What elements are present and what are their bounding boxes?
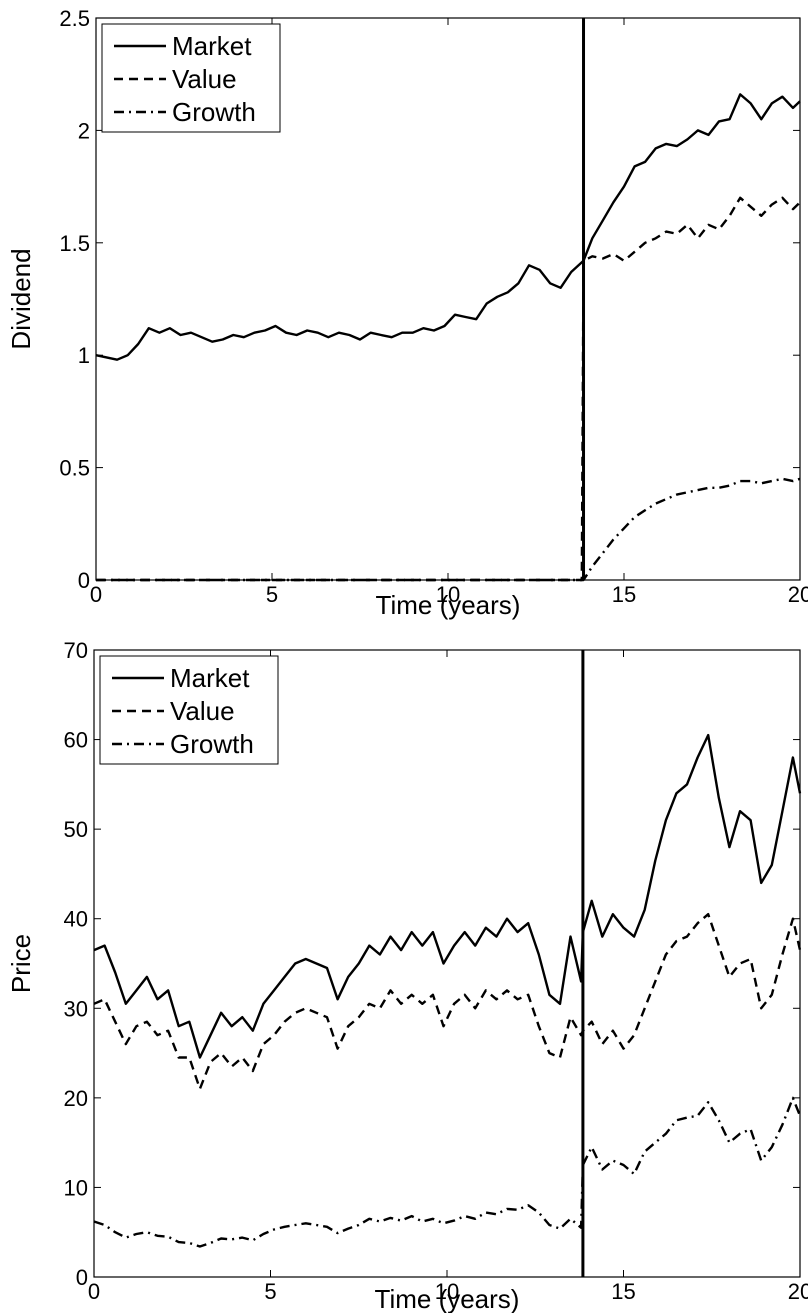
legend-label-growth: Growth [172, 97, 256, 127]
x-tick-label: 20 [788, 582, 808, 607]
x-axis-label: Time (years) [375, 1284, 520, 1313]
legend-label-growth: Growth [170, 729, 254, 759]
dividend-chart: 0 5 10 15 20 0 0.5 1 1.5 2 2.5 Time (years) Dividend… [6, 6, 808, 620]
y-tick-label: 2 [78, 118, 90, 143]
y-tick-label: 2.5 [59, 6, 90, 31]
series-line-market [93, 733, 802, 1059]
price-chart: 0 5 10 15 20 0 10 20 30 40 50 60 70 Time (years) Price… [6, 638, 808, 1313]
series-line-growth [96, 477, 801, 582]
y-tick-label: 40 [64, 907, 88, 932]
y-tick-label: 0.5 [59, 456, 90, 481]
legend-label-market: Market [170, 663, 250, 693]
y-tick-label: 60 [64, 728, 88, 753]
legend-box [101, 23, 281, 133]
x-axis-label: Time (years) [376, 590, 521, 620]
x-tick-label: 20 [788, 1279, 808, 1304]
y-tick-label: 50 [64, 817, 88, 842]
y-axis-label: Price [6, 934, 36, 993]
x-tick-label: 5 [266, 582, 278, 607]
y-tick-label: 0 [78, 568, 90, 593]
legend-label-value: Value [170, 696, 235, 726]
y-tick-label: 0 [76, 1265, 88, 1290]
legend-label-market: Market [172, 31, 252, 61]
x-tick-label: 5 [264, 1279, 276, 1304]
x-tick-label: 10 [435, 1279, 459, 1304]
series-line-growth [93, 1096, 802, 1248]
y-axis-label: Dividend [6, 248, 36, 349]
series-line-value [96, 196, 801, 582]
series-line-market [95, 93, 801, 361]
y-tick-label: 20 [64, 1086, 88, 1111]
y-tick-label: 1.5 [59, 231, 90, 256]
x-tick-label: 10 [436, 582, 460, 607]
y-tick-label: 1 [78, 343, 90, 368]
x-tick-label: 0 [88, 1279, 100, 1304]
y-tick-label: 30 [64, 996, 88, 1021]
x-tick-label: 15 [611, 1279, 635, 1304]
series-line-value [93, 913, 802, 1091]
x-tick-label: 15 [612, 582, 636, 607]
legend-label-value: Value [172, 64, 237, 94]
x-tick-label: 0 [90, 582, 102, 607]
y-tick-label: 70 [64, 638, 88, 663]
y-tick-label: 10 [64, 1175, 88, 1200]
